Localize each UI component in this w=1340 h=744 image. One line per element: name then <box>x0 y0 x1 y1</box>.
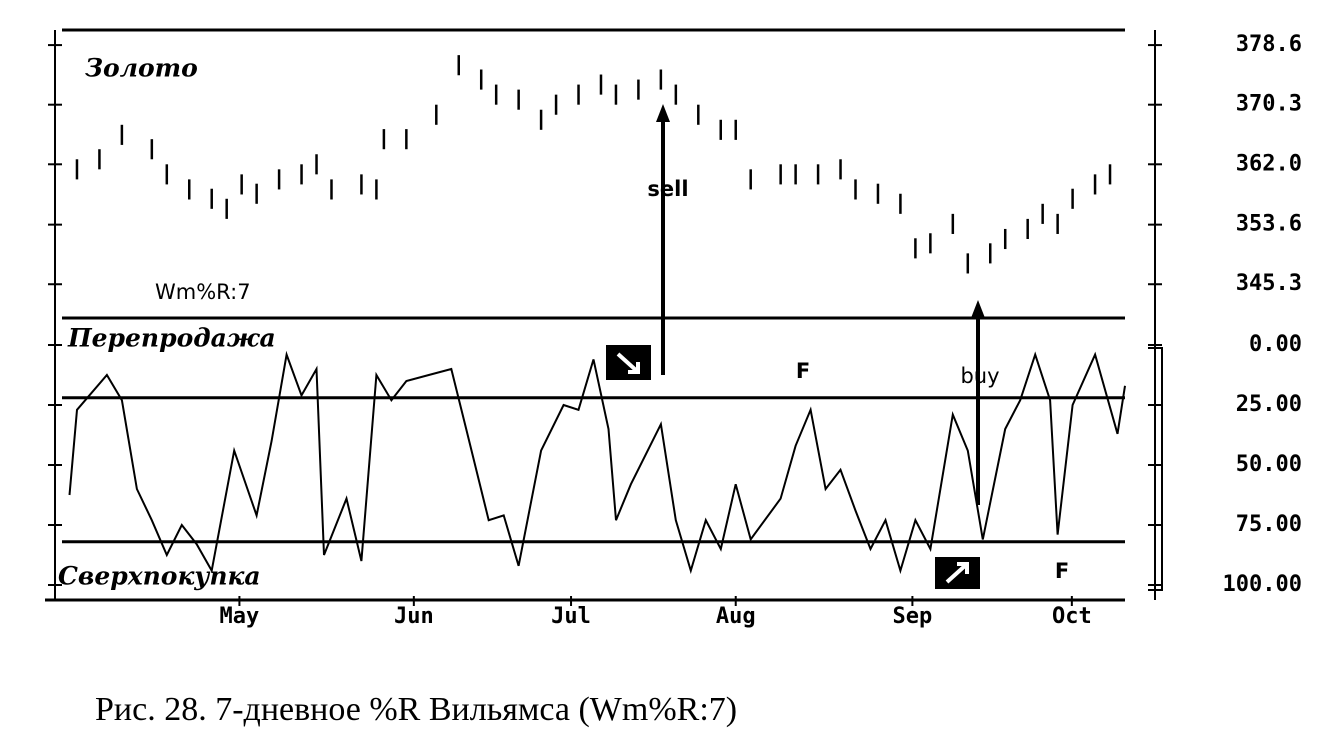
x-tick-label: Sep <box>893 604 933 629</box>
x-tick-label: Aug <box>716 604 756 629</box>
sell-arrowhead <box>656 104 670 122</box>
y-tick-label: 100.00 <box>1223 572 1302 597</box>
y-tick-label: 75.00 <box>1236 512 1302 537</box>
buy-arrowhead <box>971 300 985 318</box>
f-label: F <box>1055 559 1069 583</box>
panel-title: Wm%R:7 <box>155 280 251 304</box>
signal-icon <box>616 352 640 374</box>
zone-label: Перепродажа <box>67 324 276 353</box>
y-tick-label: 362.0 <box>1236 151 1302 176</box>
y-tick-label: 353.6 <box>1236 212 1302 237</box>
x-tick-label: Oct <box>1052 604 1092 629</box>
y-tick-label: 370.3 <box>1236 92 1302 117</box>
y-tick-label: 0.00 <box>1249 332 1302 357</box>
x-tick-label: May <box>220 604 260 629</box>
bracket <box>1148 347 1163 591</box>
panel-title: Золото <box>85 54 198 83</box>
f-label: F <box>796 359 810 383</box>
caption: Рис. 28. 7-дневное %R Вильямса (Wm%R:7) <box>95 691 737 728</box>
signal-icon <box>945 562 969 584</box>
x-tick-label: Jul <box>551 604 591 629</box>
x-tick-label: Jun <box>394 604 434 629</box>
y-tick-label: 345.3 <box>1236 271 1302 296</box>
zone-label: Сверхпокупка <box>58 562 261 591</box>
indicator-line <box>68 350 1126 575</box>
y-tick-label: 25.00 <box>1236 392 1302 417</box>
sell-label: sell <box>647 177 688 201</box>
y-tick-label: 378.6 <box>1236 32 1302 57</box>
y-tick-label: 50.00 <box>1236 452 1302 477</box>
